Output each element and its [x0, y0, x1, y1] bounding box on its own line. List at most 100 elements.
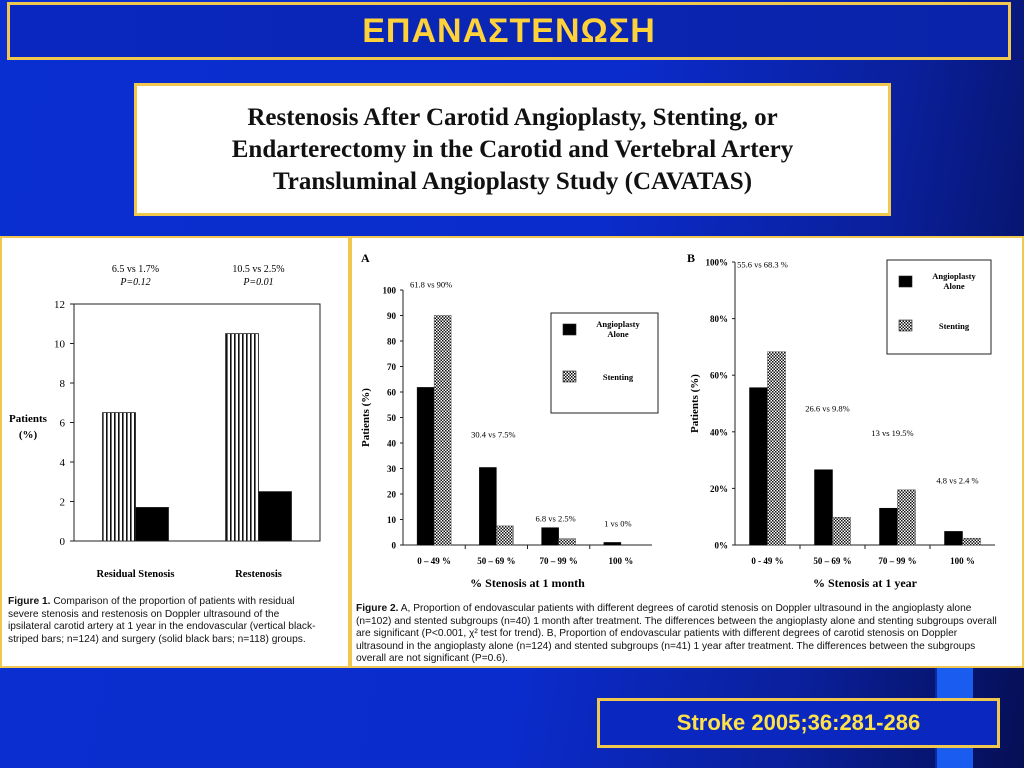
bar-annotation: 30.4 vs 7.5% [471, 429, 515, 439]
figure-1-caption: Figure 1. Comparison of the proportion o… [8, 596, 320, 646]
x-category-label: 0 – 49 % [417, 556, 451, 566]
bar-vertical-stripes [225, 333, 259, 542]
bar-solid-black [879, 507, 898, 546]
y-tick-label: 30 [387, 464, 397, 474]
figure-1-panel: 0 2 4 6 8 10 12 Patients (%) Residual Stenosis 6.5… [0, 236, 350, 668]
x-category-label: Restenosis [235, 569, 282, 580]
bar-solid-black [541, 527, 559, 546]
figure-2-caption-text: A, Proportion of endovascular patients w… [356, 603, 997, 665]
y-tick-label: 20 [387, 490, 397, 500]
x-category-label: 70 – 99 % [540, 556, 578, 566]
y-tick-label: 60% [710, 371, 728, 381]
y-tick-label: 100 [383, 286, 397, 296]
figure-1-chart: 0 2 4 6 8 10 12 Patients (%) Residual Stenosis 6.5… [9, 264, 321, 580]
slide-title-bar: ΕΠΑΝΑΣΤΕΝΩΣΗ [7, 2, 1011, 60]
y-tick-label: 60 [387, 388, 397, 398]
paper-title-box: Restenosis After Carotid Angioplasty, St… [134, 83, 891, 216]
x-category-label: 50 – 69 % [477, 556, 515, 566]
y-tick-label: 70 [387, 362, 397, 372]
bar-annotation: 55.6 vs 68.3 % [737, 260, 788, 270]
figure-1-caption-label: Figure 1. [8, 596, 51, 607]
bar-checker [496, 525, 514, 546]
y-tick-label: 10 [54, 339, 66, 351]
y-tick-label: 80 [387, 337, 397, 347]
y-axis-label-line-1: Patients [9, 413, 48, 425]
bar-checker [558, 538, 576, 546]
bar-annotation: 1 vs 0% [604, 518, 631, 528]
y-tick-label: 8 [60, 378, 66, 390]
legend-label-line-1: Angioplasty [932, 271, 976, 281]
legend-box [886, 259, 992, 355]
bar-vertical-stripes [102, 412, 136, 542]
annotation-line-1: 10.5 vs 2.5% [232, 264, 284, 275]
y-axis-label: Patients (%) [689, 374, 701, 433]
bar-checker [767, 351, 786, 546]
legend-label-line-2: Alone [607, 329, 628, 339]
paper-title-line-1: Restenosis After Carotid Angioplasty, St… [247, 103, 778, 131]
legend-swatch-solid-black [898, 275, 913, 288]
bar-checker [962, 537, 981, 546]
bar-annotation: 26.6 vs 9.8% [805, 404, 849, 414]
annotation-line-2: P=0.01 [242, 277, 273, 288]
bar-annotation: 61.8 vs 90% [410, 280, 452, 290]
paper-title-line-3: Transluminal Angioplasty Study (CAVATAS) [272, 167, 753, 195]
citation: Stroke 2005;36:281-286 [676, 710, 921, 735]
x-category-label: Residual Stenosis [97, 569, 175, 580]
y-tick-label: 90 [387, 311, 397, 321]
legend-swatch-solid-black [562, 323, 577, 336]
y-axis-label-line-2: (%) [19, 429, 38, 441]
figure-2-caption: Figure 2. A, Proportion of endovascular … [356, 603, 1006, 666]
paper-title-line-2: Endarterectomy in the Carotid and Verteb… [231, 135, 794, 163]
y-tick-label: 0 [392, 541, 397, 551]
x-category-label: 70 – 99 % [878, 556, 916, 566]
bar-annotation: 6.8 vs 2.5% [536, 514, 576, 524]
y-tick-label: 50 [387, 413, 397, 423]
bar-solid-black [416, 387, 435, 546]
y-tick-label: 10 [387, 515, 397, 525]
bar-solid-black [944, 531, 963, 546]
figure-2-panel: A 0 10 20 30 40 50 60 70 80 90 100 Patients (%) 0 – 4… [350, 236, 1024, 668]
bar-checker [897, 489, 916, 546]
slide-title: ΕΠΑΝΑΣΤΕΝΩΣΗ [362, 11, 656, 50]
y-tick-label: 80% [710, 314, 728, 324]
y-tick-label: 6 [60, 418, 66, 430]
bar-solid-black [135, 507, 169, 542]
citation-box: Stroke 2005;36:281-286 [597, 698, 1000, 748]
bar-solid-black [814, 469, 833, 546]
y-tick-label: 12 [54, 299, 65, 311]
figure-2-chart: A 0 10 20 30 40 50 60 70 80 90 100 Patients (%) 0 – 4… [360, 251, 995, 590]
legend-label: Stenting [603, 372, 634, 382]
y-tick-label: 2 [60, 497, 66, 509]
legend-swatch-checker [898, 319, 913, 332]
bar-solid-black [603, 542, 622, 546]
bar-annotation: 13 vs 19.5% [871, 428, 913, 438]
x-category-label: 0 - 49 % [751, 556, 783, 566]
annotation-line-2: P=0.12 [119, 277, 150, 288]
legend-swatch-checker [562, 370, 577, 383]
y-tick-label: 0% [715, 541, 729, 551]
bar-solid-black [258, 491, 292, 542]
x-category-label: 50 – 69 % [813, 556, 851, 566]
y-tick-label: 40 [387, 439, 397, 449]
figure-2-caption-label: Figure 2. [356, 603, 399, 614]
x-category-label: 100 % [609, 556, 634, 566]
y-tick-label: 0 [60, 536, 66, 548]
paper-title: Restenosis After Carotid Angioplasty, St… [232, 102, 794, 198]
panel-label: A [361, 251, 370, 265]
bar-checker [832, 517, 851, 546]
bar-checker [433, 315, 452, 546]
legend-label-line-1: Angioplasty [596, 319, 640, 329]
bar-solid-black [749, 387, 768, 546]
panel-label: B [687, 251, 695, 265]
x-category-label: 100 % [950, 556, 975, 566]
x-axis-label: % Stenosis at 1 year [813, 576, 918, 590]
y-tick-label: 4 [60, 457, 66, 469]
y-tick-label: 20% [710, 484, 728, 494]
y-axis-label: Patients (%) [360, 388, 372, 447]
annotation-line-1: 6.5 vs 1.7% [112, 264, 159, 275]
legend-label: Stenting [939, 321, 970, 331]
legend-label-line-2: Alone [943, 281, 964, 291]
y-tick-label: 40% [710, 427, 728, 437]
bar-solid-black [479, 467, 497, 546]
x-axis-label: % Stenosis at 1 month [470, 576, 585, 590]
